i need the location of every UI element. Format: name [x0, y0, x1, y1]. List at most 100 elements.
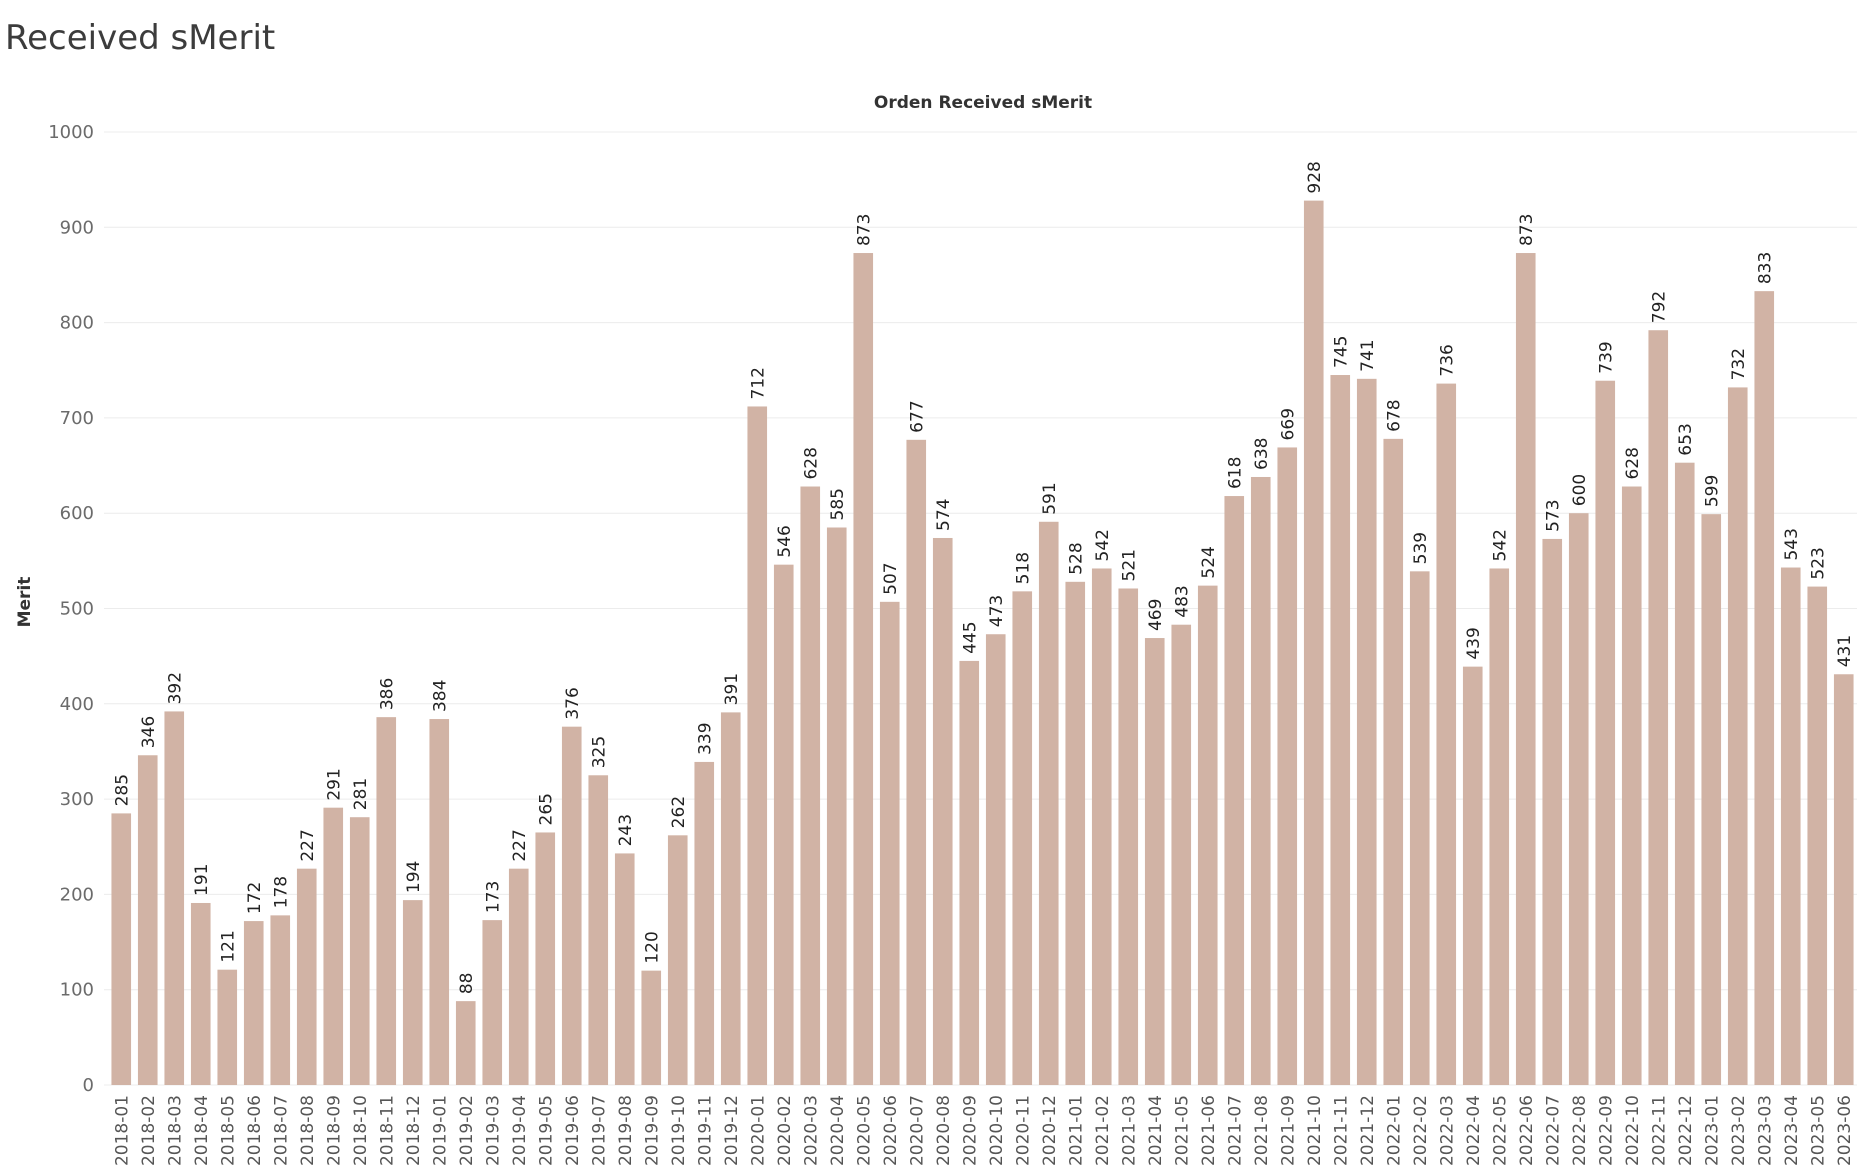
data-label: 833 [1755, 252, 1775, 284]
data-label: 792 [1649, 291, 1669, 323]
x-tick-label: 2018-01 [112, 1095, 132, 1166]
x-tick-label: 2021-04 [1146, 1095, 1166, 1166]
x-tick-label: 2019-06 [563, 1095, 583, 1166]
data-label: 618 [1225, 457, 1245, 489]
bar [1807, 586, 1828, 1085]
x-tick-label: 2018-12 [404, 1095, 424, 1166]
bar [349, 817, 370, 1085]
bar [773, 564, 794, 1085]
x-tick-label: 2021-08 [1252, 1095, 1272, 1166]
data-label: 628 [801, 447, 821, 479]
x-tick-label: 2018-11 [377, 1095, 397, 1166]
bar [1648, 330, 1669, 1085]
data-label: 518 [1013, 552, 1033, 584]
bar [1542, 538, 1563, 1085]
bar [667, 835, 688, 1085]
x-tick-label: 2020-12 [1040, 1095, 1060, 1166]
x-tick-label: 2023-03 [1755, 1095, 1775, 1166]
x-tick-label: 2022-07 [1543, 1095, 1563, 1166]
bar [694, 761, 715, 1085]
bar [826, 527, 847, 1085]
x-tick-label: 2019-12 [722, 1095, 742, 1166]
data-label: 546 [775, 525, 795, 557]
x-axis-ticks: 2018-01 2018-02 2018-03 2018-04 2018-05 2018-… [112, 1095, 1855, 1166]
data-label: 739 [1596, 341, 1616, 373]
x-tick-label: 2020-10 [987, 1095, 1007, 1166]
bar [1330, 375, 1351, 1085]
data-label: 121 [218, 930, 238, 962]
x-tick-label: 2020-11 [1013, 1095, 1033, 1166]
bar [1171, 624, 1192, 1085]
data-label: 431 [1835, 635, 1855, 667]
bar [1701, 514, 1722, 1085]
bar [1383, 438, 1404, 1086]
data-label: 227 [298, 829, 318, 861]
x-tick-label: 2018-05 [218, 1095, 238, 1166]
x-tick-label: 2020-04 [828, 1095, 848, 1166]
x-tick-label: 2021-07 [1225, 1095, 1245, 1166]
data-label: 120 [642, 931, 662, 963]
bar [323, 807, 344, 1085]
x-tick-label: 2020-03 [801, 1095, 821, 1166]
data-label: 262 [669, 796, 689, 828]
bar [296, 868, 317, 1085]
bar [1277, 447, 1298, 1085]
x-tick-label: 2022-04 [1464, 1095, 1484, 1166]
y-tick-label: 0 [83, 1075, 94, 1096]
bar [455, 1001, 476, 1085]
bar [720, 712, 741, 1085]
bars [111, 200, 1854, 1086]
y-axis-title: Merit [15, 577, 35, 628]
data-label: 653 [1676, 423, 1696, 455]
bar [932, 537, 953, 1085]
bar [1065, 581, 1086, 1085]
data-labels: 285 346 392 191 121 172 178 227 291 281 386 194 384 8… [112, 161, 1855, 994]
x-tick-label: 2020-06 [881, 1095, 901, 1166]
x-tick-label: 2019-07 [589, 1095, 609, 1166]
x-tick-label: 2019-05 [536, 1095, 556, 1166]
x-tick-label: 2021-09 [1278, 1095, 1298, 1166]
data-label: 346 [139, 716, 159, 748]
bar [164, 711, 185, 1085]
x-tick-label: 2022-09 [1596, 1095, 1616, 1166]
data-label: 191 [192, 864, 212, 896]
x-tick-label: 2021-12 [1358, 1095, 1378, 1166]
data-label: 172 [245, 882, 265, 914]
data-label: 736 [1437, 344, 1457, 376]
y-tick-label: 300 [60, 789, 94, 810]
x-tick-label: 2020-09 [960, 1095, 980, 1166]
bar [535, 832, 556, 1085]
data-label: 574 [934, 499, 954, 531]
data-label: 473 [987, 595, 1007, 627]
y-tick-label: 600 [60, 503, 94, 524]
bar [111, 813, 132, 1085]
bar [1833, 674, 1854, 1085]
data-label: 265 [536, 793, 556, 825]
bar [561, 726, 582, 1085]
bar [1144, 638, 1165, 1085]
data-label: 873 [1517, 214, 1537, 246]
data-label: 741 [1358, 339, 1378, 371]
bar [1436, 383, 1457, 1085]
x-tick-label: 2023-06 [1835, 1095, 1855, 1166]
y-tick-label: 900 [60, 217, 94, 238]
x-tick-label: 2023-05 [1808, 1095, 1828, 1166]
bar [376, 717, 397, 1085]
x-tick-label: 2020-05 [854, 1095, 874, 1166]
bar [1727, 387, 1748, 1085]
x-tick-label: 2023-01 [1702, 1095, 1722, 1166]
data-label: 678 [1384, 399, 1404, 431]
data-label: 542 [1093, 529, 1113, 561]
x-tick-label: 2020-08 [934, 1095, 954, 1166]
x-tick-label: 2021-06 [1199, 1095, 1219, 1166]
bar [1250, 476, 1271, 1086]
bar [1197, 585, 1218, 1085]
y-tick-label: 200 [60, 884, 94, 905]
bar [1515, 253, 1536, 1085]
bar [1674, 462, 1695, 1085]
data-label: 542 [1490, 529, 1510, 561]
x-tick-label: 2023-04 [1782, 1095, 1802, 1166]
bar [879, 601, 900, 1085]
bar [1780, 567, 1801, 1085]
y-tick-label: 800 [60, 313, 94, 334]
